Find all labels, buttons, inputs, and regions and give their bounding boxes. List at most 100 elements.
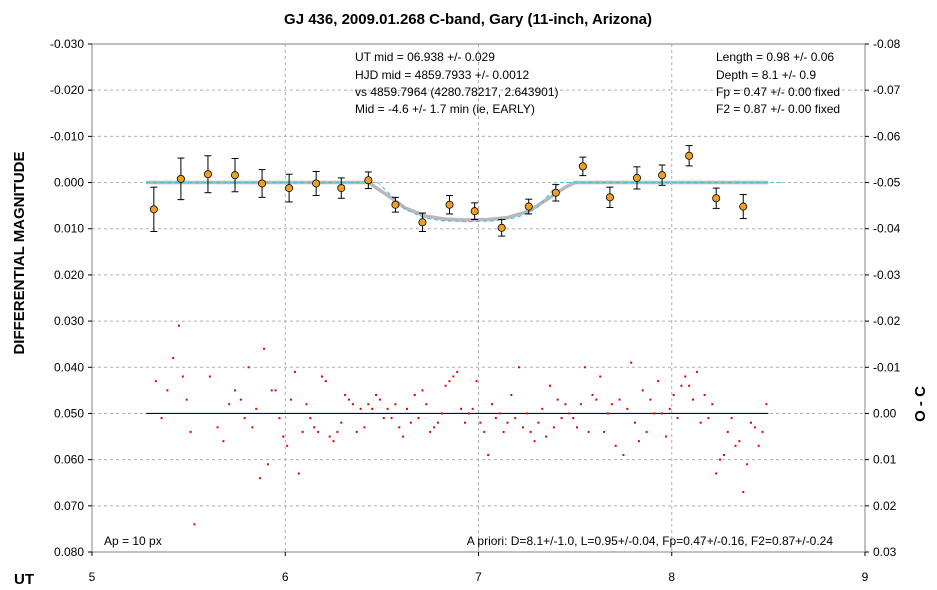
residual-point (637, 440, 640, 443)
residual-point (355, 430, 358, 433)
binned-point (578, 156, 587, 177)
residual-point (688, 384, 691, 387)
binned-point (685, 145, 694, 167)
binned-point (605, 186, 614, 208)
y2-tick-label: 0.02 (873, 499, 897, 513)
residual-point (282, 435, 285, 438)
residual-point (421, 389, 424, 392)
y-tick-label: 0.020 (54, 268, 84, 282)
residual-point (386, 407, 389, 410)
x-axis-label: UT (14, 571, 34, 588)
y2-tick-label: -0.04 (873, 222, 901, 236)
annotation-aperture: Ap = 10 px (104, 534, 162, 548)
residual-point (494, 417, 497, 420)
residual-point (757, 444, 760, 447)
residual-point (761, 430, 764, 433)
residual-point (160, 417, 163, 420)
residual-point (367, 403, 370, 406)
residual-point (293, 370, 296, 373)
data-point (578, 162, 587, 171)
data-point (497, 223, 506, 232)
binned-point (445, 194, 454, 215)
residual-point (622, 454, 625, 457)
residual-point (340, 421, 343, 424)
residual-point (324, 380, 327, 383)
chart-title: GJ 436, 2009.01.268 C-band, Gary (11-inc… (284, 11, 652, 28)
residual-point (479, 421, 482, 424)
residual-point (243, 417, 246, 420)
residual-point (332, 440, 335, 443)
residual-point (247, 366, 250, 369)
residual-point (251, 426, 254, 429)
x-tick-label: 5 (89, 570, 96, 584)
residual-point (313, 426, 316, 429)
residual-point (274, 389, 277, 392)
residual-point (320, 375, 323, 378)
residual-point (606, 412, 609, 415)
y2-tick-label: 0.01 (873, 453, 897, 467)
residual-point (707, 417, 710, 420)
annotation-depth: Depth = 8.1 +/- 0.9 (716, 68, 816, 82)
residual-point (262, 347, 265, 350)
binned-point (285, 173, 294, 203)
residual-point (193, 523, 196, 526)
residual-point (301, 430, 304, 433)
residual-point (525, 412, 528, 415)
residual-point (668, 407, 671, 410)
y2-tick-label: -0.02 (873, 314, 901, 328)
data-point (632, 173, 641, 182)
residual-point (166, 389, 169, 392)
residual-point (359, 407, 362, 410)
residual-point (336, 430, 339, 433)
residual-point (676, 417, 679, 420)
residual-point (234, 389, 237, 392)
x-axis-ticks: 5 6 7 8 9 (89, 552, 869, 584)
residual-point (730, 417, 733, 420)
residual-point (259, 477, 262, 480)
data-point (258, 179, 267, 188)
residual-point (290, 398, 293, 401)
binned-point (418, 212, 427, 232)
residual-point (599, 375, 602, 378)
binned-point (149, 186, 158, 232)
data-point (712, 194, 721, 203)
residual-point (603, 430, 606, 433)
residual-point (498, 412, 501, 415)
residual-point (409, 421, 412, 424)
residual-point (460, 407, 463, 410)
residual-point (703, 393, 706, 396)
residual-point (661, 412, 664, 415)
binned-point (739, 194, 748, 220)
residual-point (228, 403, 231, 406)
data-point (176, 174, 185, 183)
residual-point (529, 430, 532, 433)
data-point (470, 207, 479, 216)
residual-point (630, 361, 633, 364)
residual-point (506, 421, 509, 424)
data-point (312, 179, 321, 188)
residual-point (711, 403, 714, 406)
residual-point (502, 430, 505, 433)
annotation-mid-offset: Mid = -4.6 +/- 1.7 min (ie, EARLY) (355, 102, 535, 116)
annotation-f2: F2 = 0.87 +/- 0.00 fixed (716, 102, 840, 116)
binned-point (524, 198, 533, 215)
y2-tick-label: -0.03 (873, 268, 901, 282)
data-point (524, 202, 533, 211)
residual-point (425, 403, 428, 406)
data-point (364, 176, 373, 185)
residual-point (394, 403, 397, 406)
residual-points (146, 324, 769, 526)
y2-axis-label: O - C (912, 386, 929, 422)
y-tick-label: 0.060 (54, 453, 84, 467)
residual-point (749, 421, 752, 424)
data-point (149, 205, 158, 214)
binned-point (551, 183, 560, 202)
residual-point (390, 417, 393, 420)
binned-point (497, 218, 506, 237)
residual-point (382, 417, 385, 420)
residual-point (456, 370, 459, 373)
x-tick-label: 6 (282, 570, 289, 584)
residual-point (545, 435, 548, 438)
y-tick-label: -0.030 (50, 37, 84, 51)
